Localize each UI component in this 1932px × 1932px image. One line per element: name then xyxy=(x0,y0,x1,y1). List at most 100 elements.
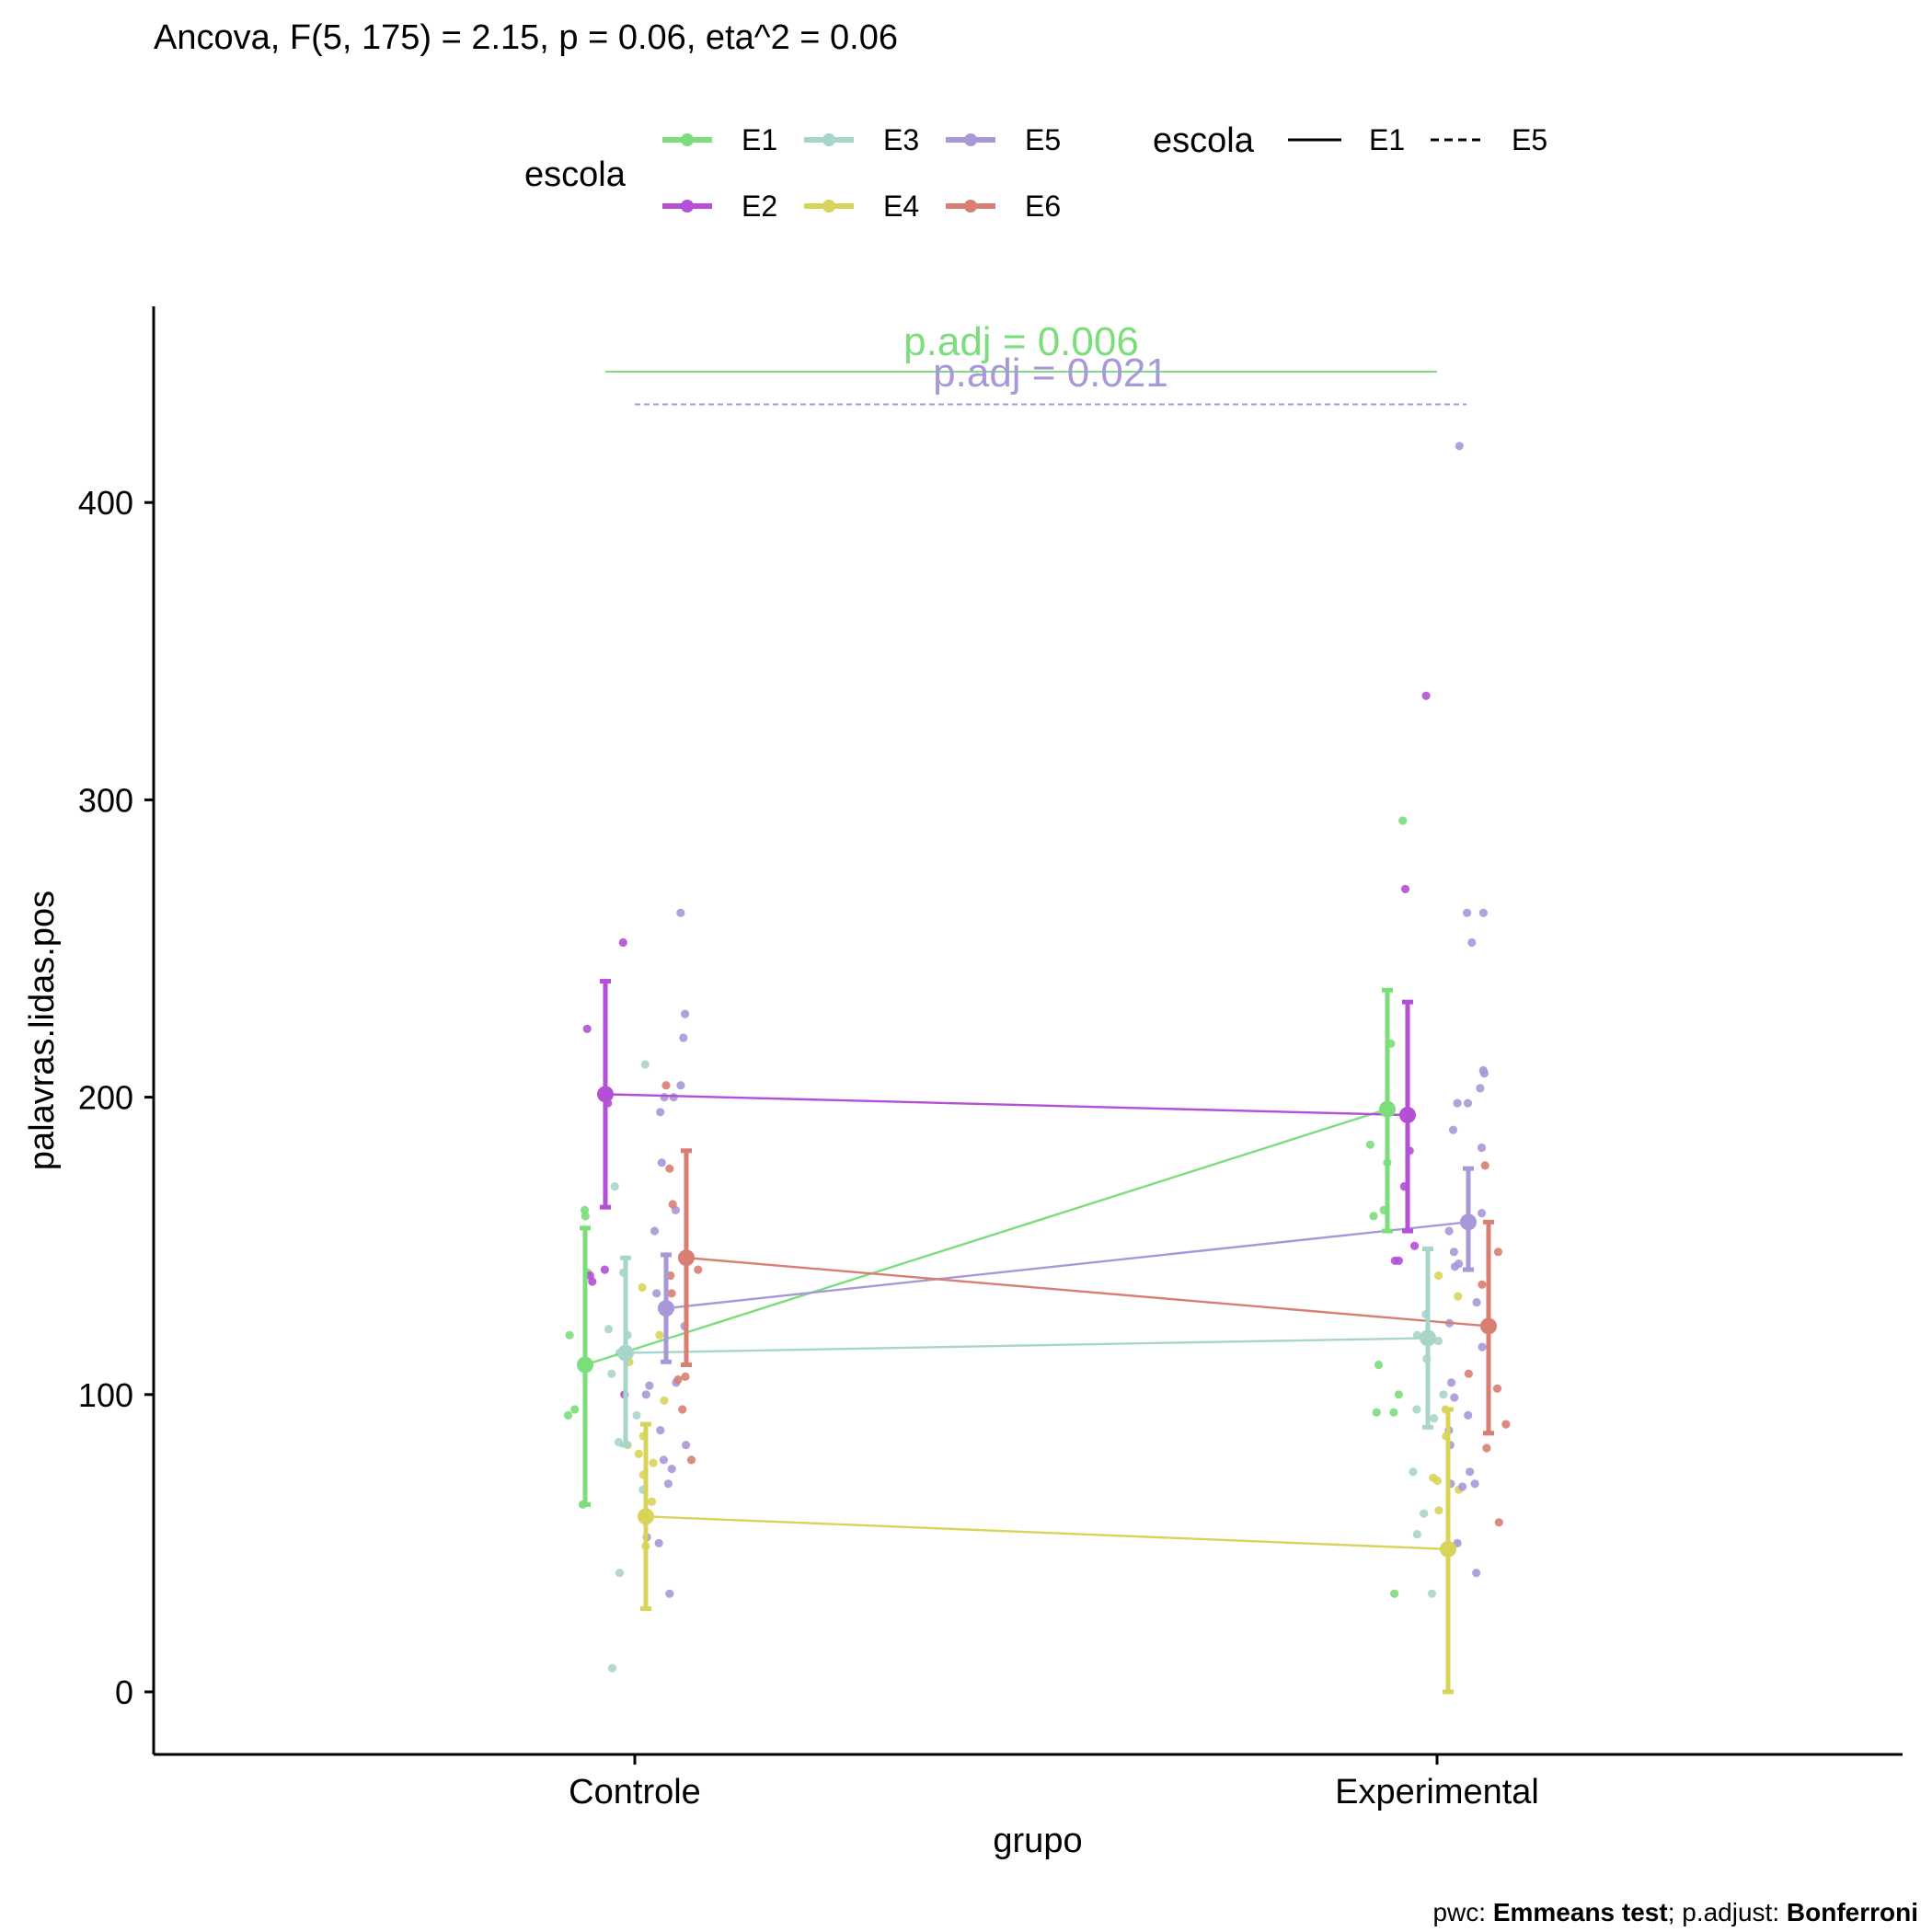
y-tick-label: 0 xyxy=(115,1673,133,1711)
caption-part: Emmeans test xyxy=(1493,1898,1668,1926)
legend-item-e2: E2 xyxy=(662,190,777,223)
raw-point-e2 xyxy=(582,1024,592,1033)
raw-point-e4 xyxy=(649,1458,658,1467)
raw-point-e5 xyxy=(656,1108,665,1117)
raw-point-e6 xyxy=(686,1455,696,1465)
raw-point-e1 xyxy=(565,1330,574,1340)
raw-point-e3 xyxy=(1439,1390,1448,1399)
x-axis-label: grupo xyxy=(993,1822,1082,1860)
raw-point-e4 xyxy=(660,1396,669,1405)
legend-item-e4: E4 xyxy=(804,190,919,223)
legend-label: E4 xyxy=(883,190,919,223)
raw-point-e1 xyxy=(581,1212,590,1221)
legend-key-point xyxy=(964,133,977,146)
raw-point-e4 xyxy=(1454,1292,1463,1301)
raw-point-e2 xyxy=(600,1265,610,1274)
mean-point-e5-controle xyxy=(658,1300,674,1317)
raw-point-e1 xyxy=(1365,1140,1374,1149)
raw-point-e5 xyxy=(657,1158,666,1167)
raw-point-e5 xyxy=(669,1093,678,1102)
raw-point-e5 xyxy=(1470,1479,1479,1489)
raw-point-e3 xyxy=(607,1663,617,1673)
raw-point-e5 xyxy=(1449,1248,1458,1257)
raw-point-e5 xyxy=(1476,1084,1485,1093)
raw-point-e6 xyxy=(1480,1161,1489,1170)
raw-point-e5 xyxy=(641,1390,650,1399)
raw-point-e5 xyxy=(659,1455,669,1465)
raw-point-e2 xyxy=(1421,691,1431,700)
legend-label: E1 xyxy=(742,123,777,156)
raw-point-e3 xyxy=(610,1182,619,1191)
pvalue-label-e1: p.adj = 0.006 xyxy=(903,319,1139,364)
chart-title: Ancova, F(5, 175) = 2.15, p = 0.06, eta^… xyxy=(154,18,898,57)
raw-point-e5 xyxy=(654,1538,663,1547)
raw-point-e6 xyxy=(1482,1443,1491,1453)
legend-title-color: escola xyxy=(524,155,627,194)
legend-key-point xyxy=(822,133,835,146)
mean-line-e1 xyxy=(584,1108,1388,1366)
raw-point-e6 xyxy=(1501,1420,1511,1429)
raw-point-e5 xyxy=(1478,1342,1487,1351)
mean-point-e1-controle xyxy=(577,1356,593,1374)
legend-label: E5 xyxy=(1025,123,1061,156)
raw-point-e6 xyxy=(678,1405,687,1414)
raw-point-e4 xyxy=(638,1282,647,1292)
raw-point-e1 xyxy=(570,1405,580,1414)
legend-item-e1: E1 xyxy=(662,123,777,156)
raw-point-e5 xyxy=(681,1009,690,1018)
raw-point-e5 xyxy=(1444,1226,1454,1236)
mean-line-e5 xyxy=(665,1221,1469,1310)
caption: pwc: Emmeans test; p.adjust: Bonferroni xyxy=(1432,1898,1918,1926)
raw-point-e4 xyxy=(1434,1506,1443,1515)
raw-point-e5 xyxy=(1447,1378,1456,1387)
raw-point-e6 xyxy=(1492,1384,1502,1393)
axes: 0 100 200 300 400 Controle Experimental xyxy=(78,306,1903,1811)
raw-point-e5 xyxy=(1466,1467,1475,1477)
raw-point-e5 xyxy=(1458,1482,1467,1491)
caption-part: pwc: xyxy=(1432,1898,1492,1926)
raw-point-e5 xyxy=(1455,442,1464,451)
mean-point-e3-experimental xyxy=(1420,1329,1436,1347)
raw-point-e2 xyxy=(1394,1256,1403,1265)
pvalue-label-e5: p.adj = 0.021 xyxy=(933,351,1168,396)
raw-point-e5 xyxy=(676,908,685,917)
y-tick-label: 100 xyxy=(78,1376,133,1414)
mean-line-e4 xyxy=(645,1515,1449,1551)
raw-point-e5 xyxy=(665,1589,674,1598)
raw-point-e5 xyxy=(656,1426,665,1435)
legend-title-linetype: escola xyxy=(1153,121,1255,160)
mean-point-e2-controle xyxy=(597,1086,614,1103)
raw-point-e3 xyxy=(615,1569,625,1578)
y-tick-label: 400 xyxy=(78,484,133,522)
raw-point-e5 xyxy=(682,1441,691,1450)
raw-point-e6 xyxy=(1464,1369,1473,1378)
raw-point-e3 xyxy=(1433,1337,1443,1346)
raw-point-e1 xyxy=(1374,1360,1384,1370)
raw-point-e6 xyxy=(665,1164,674,1173)
mean-point-e1-experimental xyxy=(1379,1100,1396,1118)
legend-linetype-item-e5: E5 xyxy=(1431,123,1547,156)
raw-point-e5 xyxy=(652,1289,661,1298)
legend-item-e6: E6 xyxy=(946,190,1061,223)
raw-point-e5 xyxy=(1472,1569,1481,1578)
raw-point-e5 xyxy=(1448,1125,1458,1134)
legend-linetype-label: E1 xyxy=(1369,123,1405,156)
mean-line-e3 xyxy=(625,1337,1429,1354)
raw-point-e5 xyxy=(1450,1393,1459,1402)
raw-point-e5 xyxy=(1477,1143,1487,1153)
mean-point-e4-controle xyxy=(638,1508,654,1525)
raw-point-e5 xyxy=(1450,1262,1459,1271)
raw-point-e5 xyxy=(676,1081,685,1090)
raw-point-e5 xyxy=(663,1479,673,1489)
raw-point-e3 xyxy=(1420,1509,1429,1518)
raw-point-e5 xyxy=(1467,937,1477,948)
mean-point-e3-controle xyxy=(617,1344,634,1362)
legend-label: E2 xyxy=(742,190,777,223)
legend-key-point xyxy=(681,133,694,146)
raw-point-e5 xyxy=(645,1381,654,1390)
raw-point-e6 xyxy=(1493,1248,1503,1257)
y-tick-label: 200 xyxy=(78,1079,133,1117)
caption-part: ; p.adjust: xyxy=(1668,1898,1787,1926)
caption-part: Bonferroni xyxy=(1787,1898,1918,1926)
